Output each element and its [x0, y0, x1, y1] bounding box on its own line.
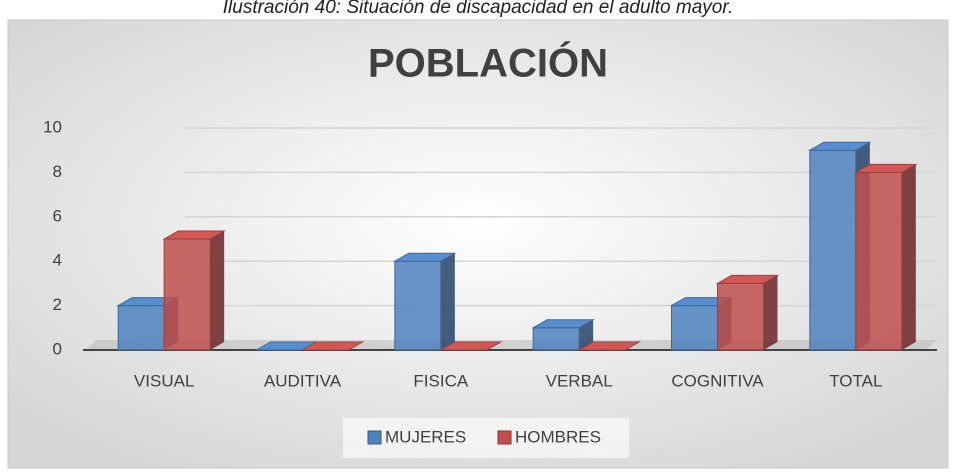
y-tick-label: 4 [53, 251, 62, 270]
legend-label: MUJERES [385, 427, 466, 446]
bar-top [438, 341, 503, 351]
legend-swatch [367, 430, 382, 445]
x-tick-label: FISICA [413, 371, 468, 390]
bar-top [162, 230, 227, 240]
bar [717, 282, 764, 351]
y-tick-label: 10 [43, 117, 62, 136]
bar-top [531, 319, 596, 329]
bar-side [440, 253, 455, 350]
x-tick-label: TOTAL [829, 371, 882, 390]
bar [809, 149, 857, 351]
bar-side [763, 275, 778, 350]
x-tick-label: COGNITIVA [671, 371, 764, 390]
bar-top [577, 341, 642, 351]
x-tick-label: VISUAL [134, 371, 194, 390]
bar-top [300, 341, 365, 351]
y-tick-label: 6 [53, 206, 62, 225]
x-tick-label: AUDITIVA [264, 371, 342, 390]
bar [163, 238, 211, 351]
bar [855, 171, 903, 351]
y-tick-label: 8 [53, 162, 62, 181]
legend-swatch [497, 430, 512, 445]
x-tick-label: VERBAL [546, 371, 613, 390]
bar-top [807, 141, 872, 151]
chart-title: POBLACIÓN [368, 40, 608, 86]
bar-top [715, 274, 780, 284]
bar [532, 327, 580, 351]
legend-box [343, 418, 629, 458]
chart-area [7, 19, 949, 469]
bar-top [392, 252, 457, 262]
legend-label: HOMBRES [515, 427, 601, 446]
bar-side [901, 164, 916, 350]
bar [394, 260, 442, 351]
bar [117, 305, 165, 351]
caption: Ilustración 40: Situación de discapacida… [223, 0, 734, 18]
bar-side [579, 319, 594, 350]
y-tick-label: 0 [53, 339, 62, 358]
bar [671, 305, 718, 351]
y-tick-label: 2 [53, 295, 62, 314]
bar-side [210, 231, 225, 350]
bar-top [853, 163, 918, 173]
